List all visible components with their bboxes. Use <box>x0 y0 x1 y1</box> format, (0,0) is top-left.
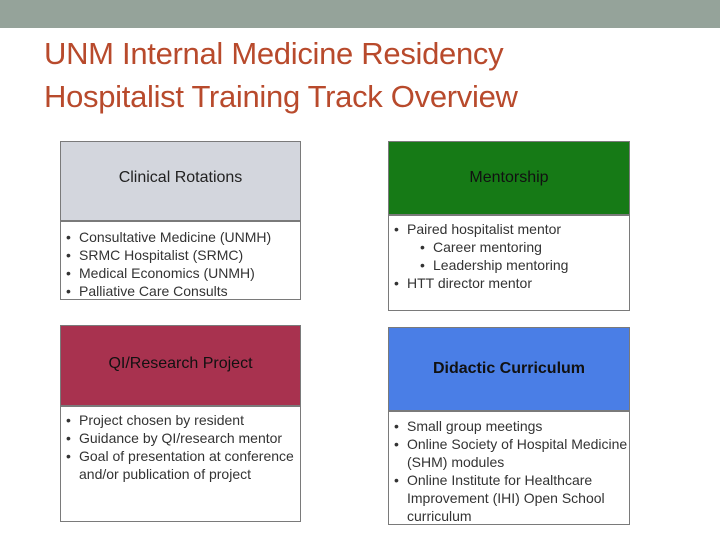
title-line-2: Hospitalist Training Track Overview <box>44 79 518 114</box>
slide-title: UNM Internal Medicine Residency Hospital… <box>44 32 704 118</box>
mentorship-list-box: Paired hospitalist mentor Career mentori… <box>388 215 630 311</box>
didactic-curriculum-list-box: Small group meetings Online Society of H… <box>388 411 630 525</box>
clinical-rotations-list: Consultative Medicine (UNMH) SRMC Hospit… <box>61 228 300 300</box>
clinical-rotations-header: Clinical Rotations <box>60 141 301 221</box>
list-item: Online Society of Hospital Medicine (SHM… <box>389 435 629 471</box>
list-item: Career mentoring <box>389 238 629 256</box>
didactic-curriculum-title: Didactic Curriculum <box>432 360 586 377</box>
qi-research-title: QI/Research Project <box>108 355 253 372</box>
top-bar <box>0 0 720 28</box>
mentorship-header: Mentorship <box>388 141 630 215</box>
qi-research-list: Project chosen by resident Guidance by Q… <box>61 411 300 483</box>
clinical-rotations-title: Clinical Rotations <box>118 169 243 186</box>
list-item: Paired hospitalist mentor <box>389 220 629 238</box>
clinical-rotations-list-box: Consultative Medicine (UNMH) SRMC Hospit… <box>60 221 301 300</box>
list-item: Goal of presentation at conference and/o… <box>61 447 300 483</box>
mentorship-title: Mentorship <box>469 169 549 186</box>
list-item: Consultative Medicine (UNMH) <box>61 228 300 246</box>
list-item: HTT director mentor <box>389 274 629 292</box>
qi-research-list-box: Project chosen by resident Guidance by Q… <box>60 406 301 522</box>
list-item: Leadership mentoring <box>389 256 629 274</box>
list-item: Medical Economics (UNMH) <box>61 264 300 282</box>
mentorship-list: Paired hospitalist mentor Career mentori… <box>389 220 629 292</box>
list-item: Online Institute for Healthcare Improvem… <box>389 471 629 525</box>
list-item: Guidance by QI/research mentor <box>61 429 300 447</box>
list-item: Project chosen by resident <box>61 411 300 429</box>
list-item: Small group meetings <box>389 417 629 435</box>
didactic-curriculum-header: Didactic Curriculum <box>388 327 630 411</box>
title-line-1: UNM Internal Medicine Residency <box>44 36 504 71</box>
qi-research-header: QI/Research Project <box>60 325 301 406</box>
list-item: Palliative Care Consults <box>61 282 300 300</box>
list-item: SRMC Hospitalist (SRMC) <box>61 246 300 264</box>
didactic-curriculum-list: Small group meetings Online Society of H… <box>389 417 629 525</box>
